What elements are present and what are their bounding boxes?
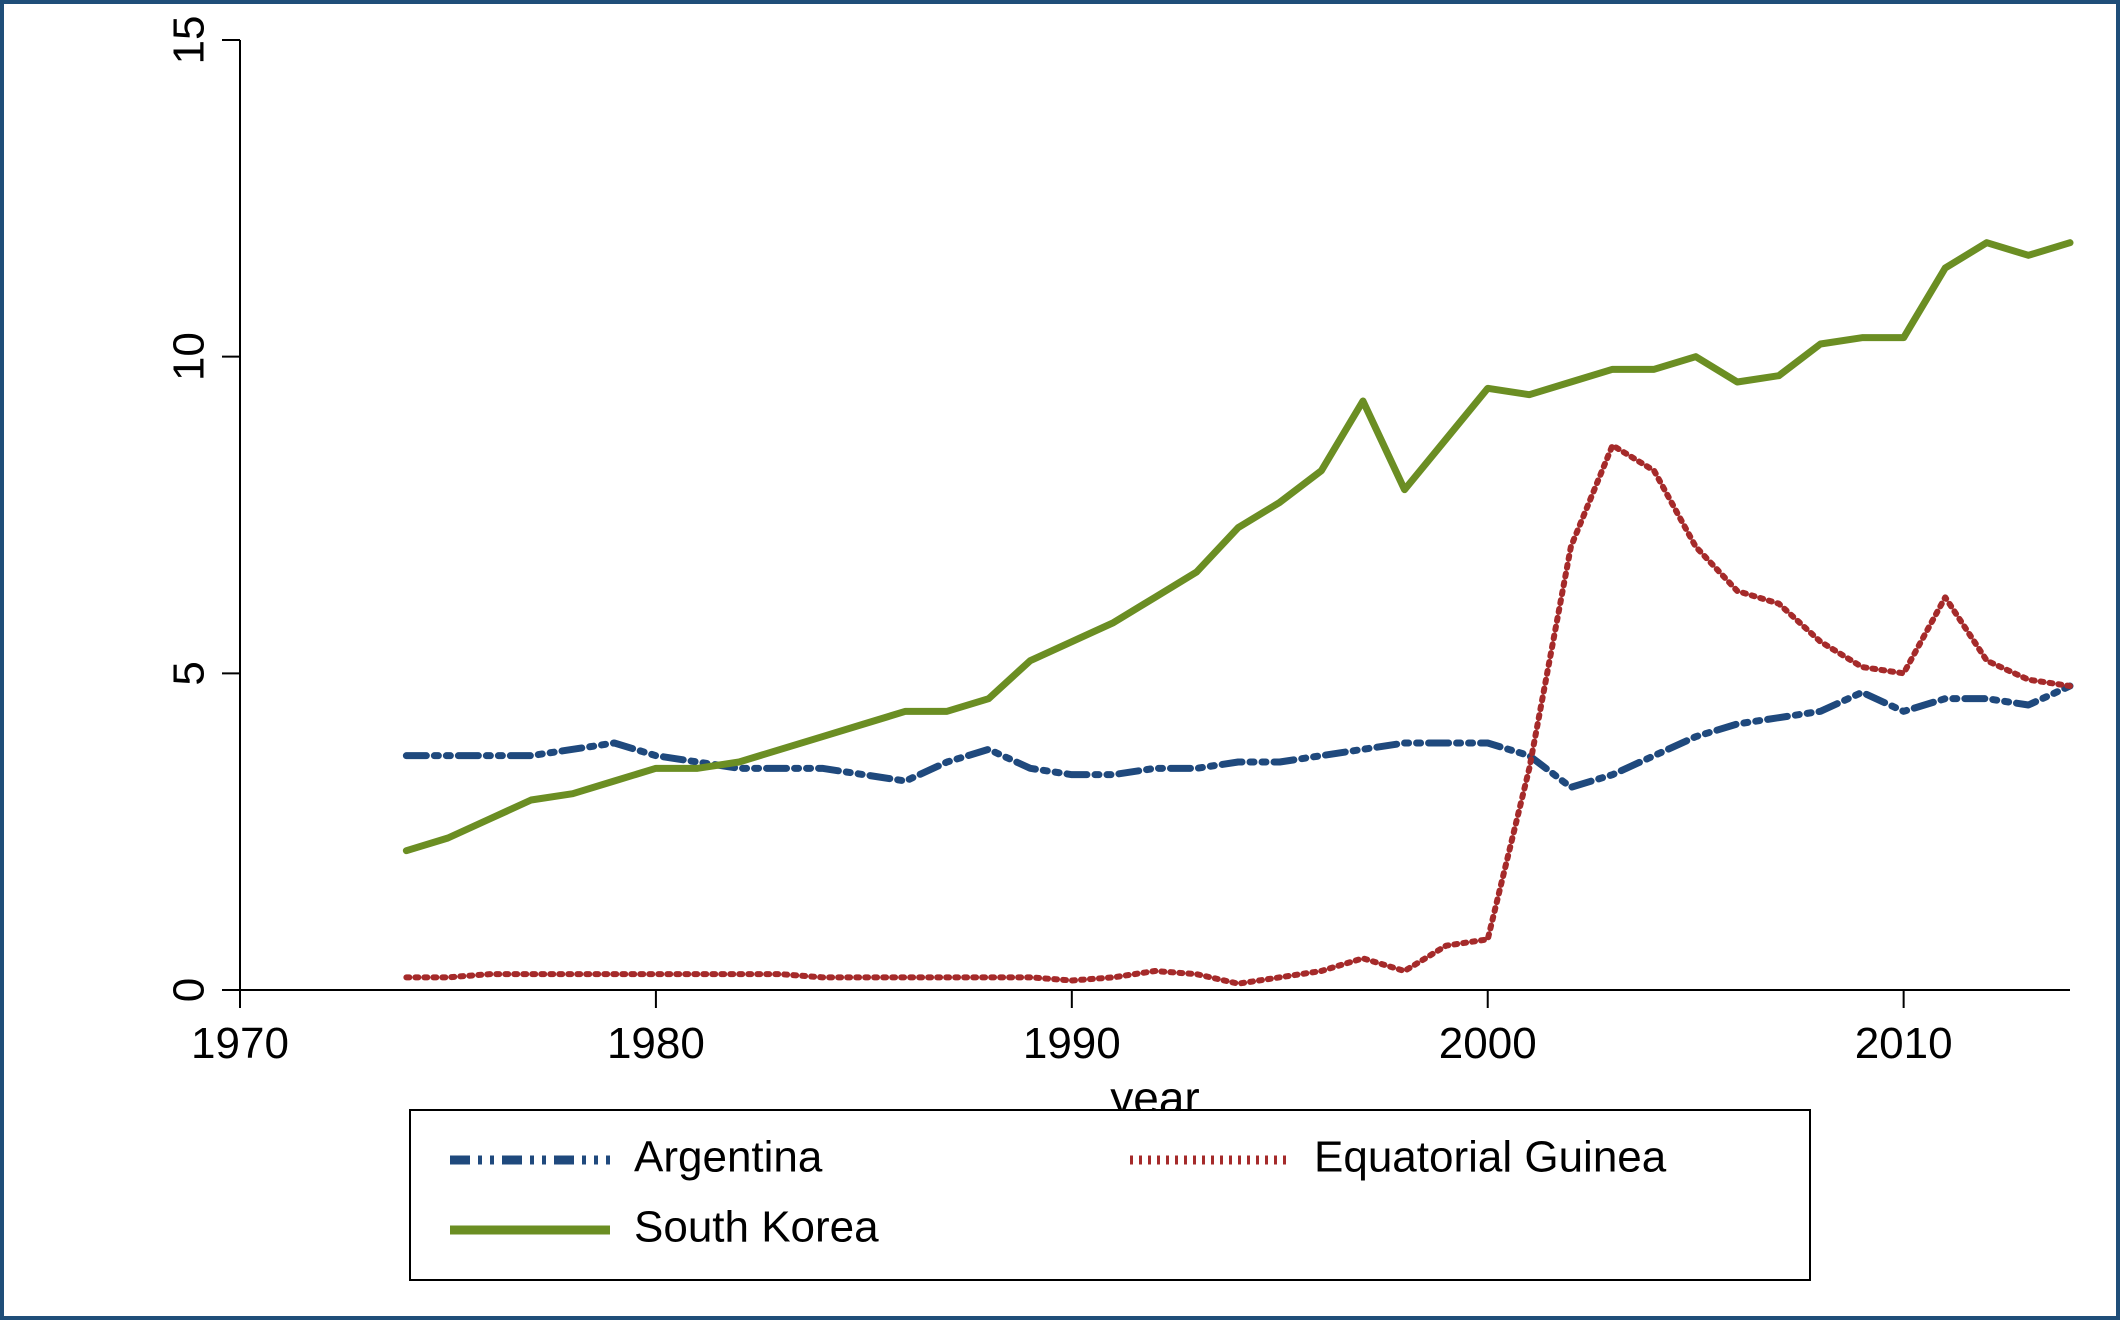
legend-label: Argentina [634,1133,823,1182]
legend-label: South Korea [634,1203,879,1252]
x-tick-label: 1980 [607,1019,705,1068]
y-tick-label: 15 [165,16,214,65]
y-tick-label: 5 [165,661,214,685]
y-tick-label: 10 [165,332,214,381]
legend-label: Equatorial Guinea [1314,1133,1667,1182]
x-tick-label: 2000 [1439,1019,1537,1068]
x-tick-label: 1990 [1023,1019,1121,1068]
x-tick-label: 1970 [191,1019,289,1068]
line-chart: 05101519701980199020002010yearArgentinaE… [0,0,2120,1320]
legend: Argentina Equatorial Guinea South Korea [410,1110,1810,1280]
y-tick-label: 0 [165,978,214,1002]
chart-container: 05101519701980199020002010yearArgentinaE… [0,0,2120,1320]
x-tick-label: 2010 [1855,1019,1953,1068]
